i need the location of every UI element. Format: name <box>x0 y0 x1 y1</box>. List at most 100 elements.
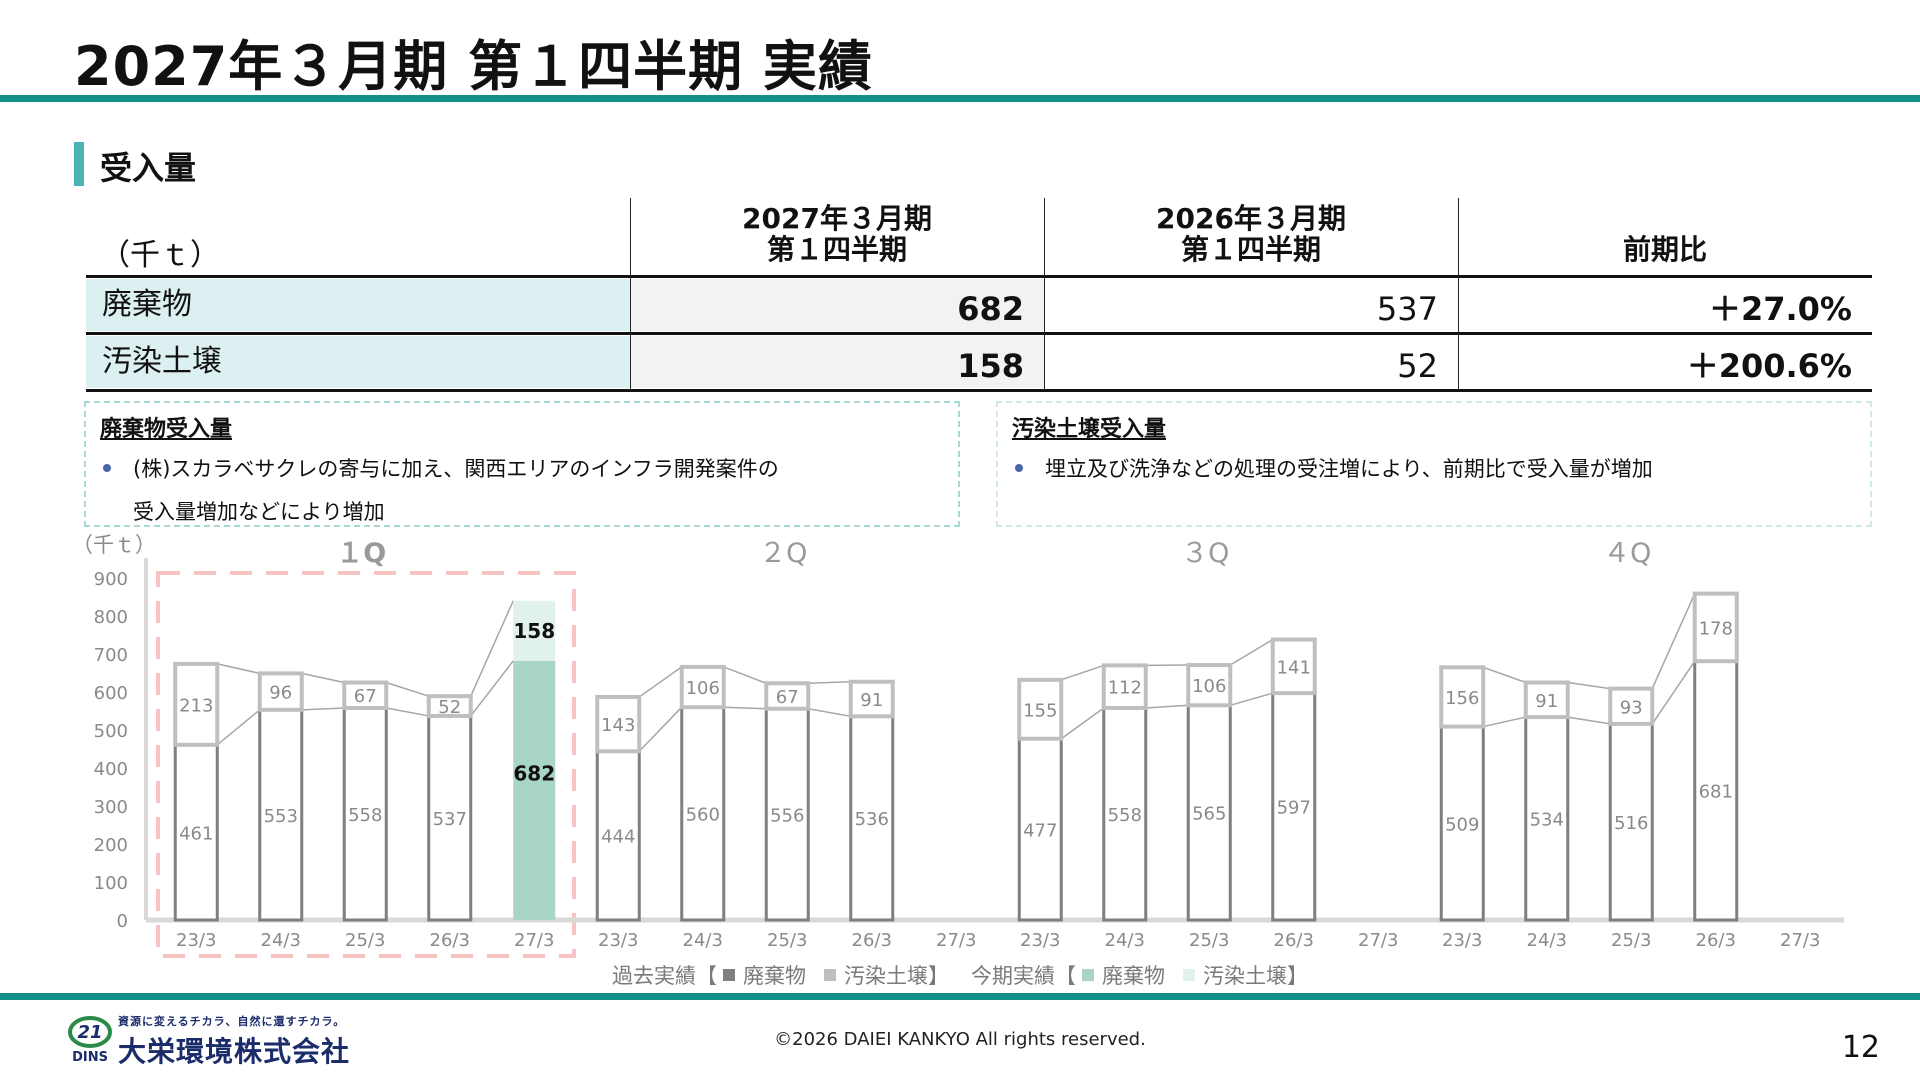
x-tick-label: 26/3 <box>852 930 892 951</box>
data-label-past-waste: 536 <box>855 809 889 830</box>
bar-past-waste <box>1524 715 1570 922</box>
bar-past-soil <box>342 680 389 710</box>
quarter-label: ２Q <box>759 538 807 569</box>
page-title: 2027年３月期 第１四半期 実績 <box>74 35 873 98</box>
y-tick-label: 500 <box>94 721 128 742</box>
data-label-past-soil: 112 <box>1108 678 1142 699</box>
connector-line <box>216 709 261 746</box>
data-label-current-waste: 682 <box>513 761 555 785</box>
connector-line <box>1567 716 1611 725</box>
note-text-soil-line1: 埋立及び洗浄などの処理の受注増により、前期比で受入量が増加 <box>1045 457 1653 481</box>
copyright-text: ©2026 DAIEI KANKYO All rights reserved. <box>774 1029 1146 1050</box>
company-logo-icon: 21 DINS <box>68 1016 112 1064</box>
connector-line <box>470 660 514 717</box>
data-label-past-waste: 461 <box>179 823 213 844</box>
x-tick-label: 25/3 <box>1189 930 1229 951</box>
bar-past-soil <box>848 679 895 719</box>
note-text-waste-line2: 受入量増加などにより増加 <box>133 500 385 524</box>
data-label-past-soil: 67 <box>354 686 377 707</box>
x-tick-label: 27/3 <box>514 930 554 951</box>
cell-soil-current: 158 <box>631 336 1044 388</box>
table-col-divider <box>1458 198 1459 389</box>
data-label-past-waste: 553 <box>264 806 298 827</box>
bar-past-waste <box>1693 659 1739 922</box>
data-label-past-waste: 556 <box>770 805 804 826</box>
y-tick-label: 300 <box>94 797 128 818</box>
col-header-ratio: 前期比 <box>1622 233 1707 266</box>
cell-waste-previous: 537 <box>1376 290 1438 328</box>
bar-past-soil <box>257 671 304 712</box>
data-label-past-waste: 597 <box>1277 798 1311 819</box>
current-quarter-highlight <box>156 571 576 958</box>
table-unit: （千ｔ） <box>100 238 220 273</box>
legend-current-soil: 汚染土壌】 <box>1203 964 1308 988</box>
connector-line <box>808 680 851 685</box>
x-tick-label: 25/3 <box>767 930 807 951</box>
connector-line <box>1229 638 1274 666</box>
connector-line <box>386 707 429 717</box>
connector-line <box>1483 716 1526 728</box>
y-tick-label: 400 <box>94 759 128 780</box>
connector-line <box>723 706 767 710</box>
data-label-past-soil: 67 <box>776 687 799 708</box>
bar-past-waste <box>427 714 473 922</box>
connector-line <box>1651 660 1696 725</box>
quarter-label: ４Q <box>1603 538 1651 569</box>
x-tick-label: 26/3 <box>430 930 470 951</box>
col-header-current: 2027年３月期 第１四半期 <box>630 203 1044 265</box>
legend-swatch-current-soil <box>1183 969 1195 981</box>
connector-line <box>301 707 345 711</box>
x-tick-label: 24/3 <box>1527 930 1567 951</box>
x-tick-label: 23/3 <box>598 930 638 951</box>
col-header-current-line2: 第１四半期 <box>766 233 907 266</box>
data-label-past-waste: 558 <box>348 805 382 826</box>
connector-line <box>1567 681 1611 690</box>
data-label-past-waste: 516 <box>1614 813 1648 834</box>
connector-line <box>1060 707 1105 740</box>
y-tick-label: 700 <box>94 645 128 666</box>
cell-waste-current: 682 <box>631 279 1044 331</box>
data-label-past-waste: 537 <box>433 809 467 830</box>
x-tick-label: 25/3 <box>1611 930 1651 951</box>
connector-line <box>638 666 683 698</box>
legend-past-soil: 汚染土壌】 <box>844 964 949 988</box>
x-tick-label: 24/3 <box>261 930 301 951</box>
connector-line <box>1230 692 1273 707</box>
data-label-past-soil: 141 <box>1277 657 1311 678</box>
data-label-past-waste: 681 <box>1699 782 1733 803</box>
cell-soil-ratio: ＋200.6% <box>1686 347 1852 385</box>
axis-layer <box>144 558 1844 923</box>
data-label-past-soil: 155 <box>1023 700 1057 721</box>
note-title-soil: 汚染土壌受入量 <box>1012 417 1167 442</box>
data-label-past-soil: 213 <box>179 695 213 716</box>
cell-waste-ratio: ＋27.0% <box>1708 290 1852 328</box>
footer-divider <box>0 993 1920 1000</box>
bar-past-soil <box>173 661 220 747</box>
quarter-label: １Q <box>336 538 386 569</box>
data-label-past-waste: 565 <box>1192 804 1226 825</box>
logo-company-name: 大栄環境株式会社 <box>118 1035 351 1068</box>
logo-mark-sub: DINS <box>72 1050 108 1064</box>
legend-past-label: 過去実績【 <box>612 964 717 988</box>
data-label-past-soil: 91 <box>860 690 883 711</box>
bar-past-waste <box>173 743 219 922</box>
data-label-past-waste: 444 <box>601 827 635 848</box>
x-tick-label: 23/3 <box>1020 930 1060 951</box>
data-label-past-soil: 106 <box>686 678 720 699</box>
data-label-past-waste: 477 <box>1023 820 1057 841</box>
quarterly-volume-chart: （千ｔ） 0 100 200 300 400 500 600 700 800 900 １Q 23/3 24… <box>72 533 1844 958</box>
legend-past-waste: 廃棄物 <box>743 964 806 988</box>
quarter-label: ３Q <box>1181 538 1229 569</box>
bar-past-soil <box>1608 686 1655 726</box>
table-col-divider <box>1044 198 1045 389</box>
bar-past-soil <box>1439 665 1486 729</box>
data-label-past-soil: 178 <box>1699 618 1733 639</box>
table-bottom-rule <box>86 389 1872 392</box>
cell-soil-previous: 52 <box>1397 347 1438 385</box>
connector-line <box>1482 666 1527 684</box>
connector-line <box>808 707 851 718</box>
x-tick-label: 23/3 <box>176 930 216 951</box>
title-divider <box>0 95 1920 102</box>
row-label-soil: 汚染土壌 <box>86 336 630 388</box>
logo-mark-number: 21 <box>77 1022 102 1043</box>
